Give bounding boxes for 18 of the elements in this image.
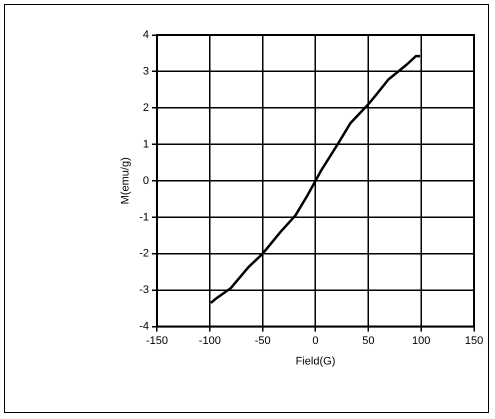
y-tick-label: 1 bbox=[142, 138, 149, 150]
x-tick-label: 150 bbox=[464, 335, 484, 348]
x-axis-title: Field(G) bbox=[296, 355, 336, 368]
x-tick-label: 0 bbox=[312, 335, 319, 348]
y-tick-label: 0 bbox=[142, 174, 149, 187]
y-tick-label: -1 bbox=[139, 211, 149, 224]
y-tick-label: -2 bbox=[139, 248, 149, 260]
x-tick-label: -100 bbox=[198, 335, 221, 348]
x-tick-label: -50 bbox=[254, 335, 271, 348]
y-tick-label: 4 bbox=[142, 29, 149, 42]
x-tick-label: 100 bbox=[412, 335, 430, 348]
y-tick-label: -3 bbox=[139, 284, 149, 296]
y-tick-label: 2 bbox=[142, 102, 149, 114]
x-tick-label: -150 bbox=[146, 335, 168, 348]
x-tick-label: 50 bbox=[362, 335, 374, 348]
y-tick-label: -4 bbox=[139, 320, 149, 333]
y-axis-title: M(emu/g) bbox=[120, 157, 132, 204]
y-tick-label: 3 bbox=[142, 65, 149, 78]
